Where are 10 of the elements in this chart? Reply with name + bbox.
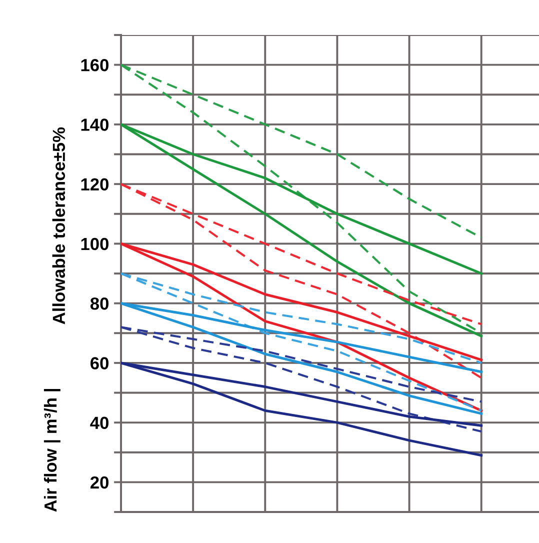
y-tick-label: 160 (81, 58, 108, 72)
y-tick-label: 60 (90, 357, 108, 370)
y-tick-label: 100 (81, 238, 108, 250)
y-tick-label: 140 (81, 118, 108, 131)
y-tick-label: 20 (90, 476, 108, 489)
y-tick-label: 80 (90, 297, 108, 310)
y-tick-label: 40 (90, 416, 108, 430)
text: Allowable tolerance±5% (52, 127, 66, 324)
y-tick-label: 120 (81, 178, 108, 191)
y-axis-title: Air flow | m³/h | (44, 389, 60, 512)
